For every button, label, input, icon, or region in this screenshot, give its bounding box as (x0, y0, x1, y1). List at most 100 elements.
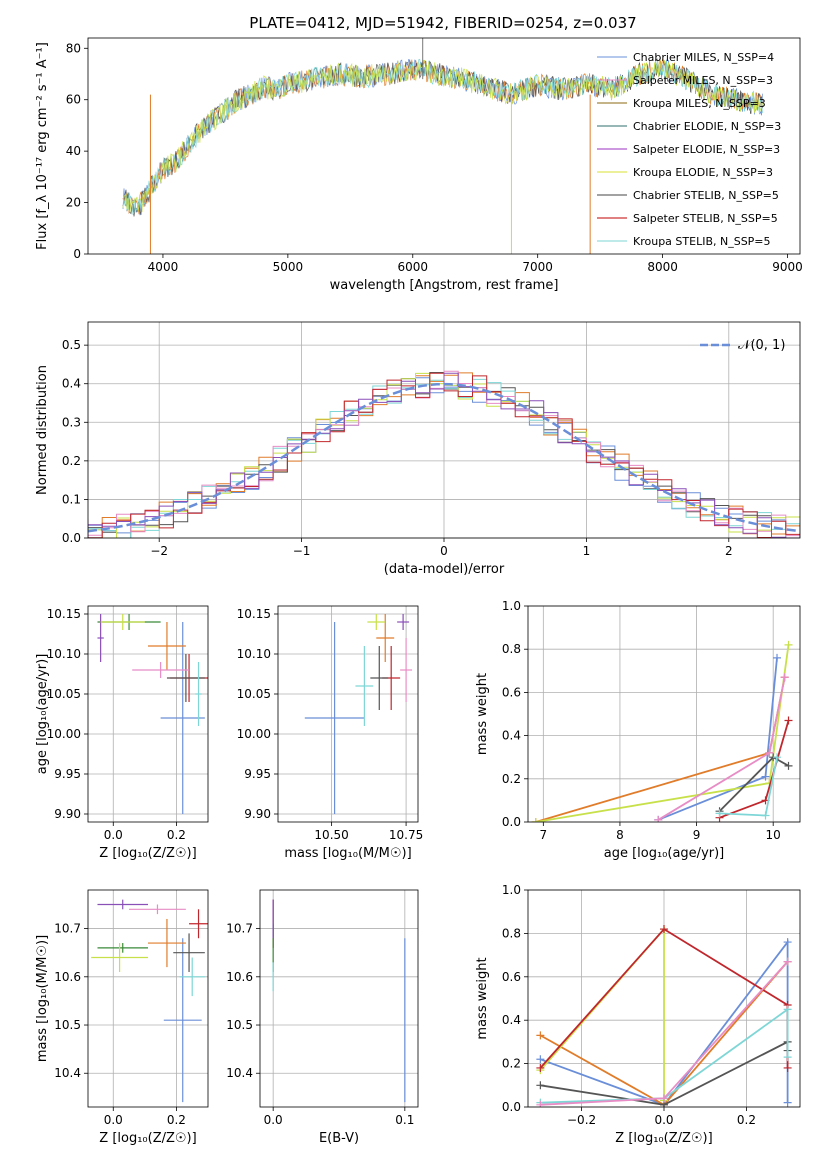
weight-marker (784, 716, 793, 725)
x-tick-label: 8 (616, 828, 624, 842)
axes-frame (87, 37, 801, 255)
y-tick-label: 0.8 (502, 642, 521, 656)
legend-label: Salpeter MILES, N_SSP=3 (633, 74, 773, 87)
x-axis-label: Z [log₁₀(Z/Z☉)] (615, 1131, 712, 1146)
y-axis-label: Normed distribution (35, 365, 50, 495)
axes-frame (527, 605, 801, 823)
panel-weight-vs-Z: −0.2 0.0 0.2 0.0 0.2 0.4 0.6 0.8 1.0 Z [log₁₀(Z/Z… (475, 883, 801, 1146)
x-tick-label: 9 (693, 828, 701, 842)
y-axis-label: mass weight (475, 673, 490, 755)
weight-marker (654, 815, 663, 822)
weight-marker (536, 1055, 545, 1064)
y-tick-label: 0.5 (62, 338, 81, 352)
x-tick-label: 10.75 (389, 828, 423, 842)
legend: Chabrier MILES, N_SSP=4 Salpeter MILES, N… (597, 51, 781, 248)
weight-marker (784, 761, 793, 770)
weight-marker (784, 640, 793, 649)
weight-marker (536, 1100, 545, 1107)
legend-label: Chabrier ELODIE, N_SSP=3 (633, 120, 781, 133)
x-tick-label: 1 (583, 544, 591, 558)
y-tick-label: 0.4 (62, 377, 81, 391)
panel-weight-vs-age: 7 8 9 10 0.0 0.2 0.4 0.6 0.8 1.0 age [log₁₀(age/yr… (475, 599, 801, 861)
axes-frame (87, 605, 209, 823)
spectrum-line (122, 58, 763, 215)
y-axis-label: age [log₁₀(age/yr)] (35, 654, 50, 775)
y-tick-label: 0.0 (502, 815, 521, 829)
weight-series (535, 644, 790, 822)
y-tick-label: 0.6 (502, 685, 521, 699)
y-tick-label: 9.90 (244, 807, 271, 821)
weight-series (719, 720, 790, 819)
weight-marker (783, 1053, 792, 1062)
y-tick-label: 10.00 (237, 727, 271, 741)
legend-label: 𝒩(0, 1) (738, 338, 785, 353)
legend-label: Kroupa STELIB, N_SSP=5 (633, 235, 771, 248)
weight-marker (773, 653, 782, 662)
y-tick-label: 0.6 (502, 970, 521, 984)
x-tick-label: 7 (540, 828, 548, 842)
weight-marker (715, 809, 724, 818)
x-tick-label: −0.2 (567, 1113, 596, 1127)
weight-marker (761, 811, 770, 820)
x-tick-label: 4000 (148, 260, 179, 274)
panel-age-vs-mass: 10.50 10.75 9.90 9.95 10.00 10.05 10.10 10.15 ma… (237, 605, 423, 861)
weight-marker (536, 1081, 545, 1090)
plot-area (122, 38, 763, 254)
plot-area (536, 925, 792, 1107)
legend-label: Chabrier STELIB, N_SSP=5 (633, 189, 779, 202)
weight-marker (780, 673, 789, 682)
y-tick-label: 10.5 (54, 1018, 81, 1032)
x-tick-label: 8000 (647, 260, 678, 274)
axes-frame (527, 889, 801, 1108)
y-tick-label: 10.05 (47, 687, 81, 701)
y-tick-label: 1.0 (502, 883, 521, 897)
y-tick-label: 9.90 (54, 807, 81, 821)
y-tick-label: 0.4 (502, 729, 521, 743)
plot-area (88, 370, 800, 538)
weight-marker (783, 1005, 792, 1014)
x-axis-label: E(B-V) (319, 1131, 359, 1146)
x-tick-label: 0.0 (654, 1113, 673, 1127)
y-tick-label: 10.6 (54, 970, 81, 984)
x-tick-label: 10 (766, 828, 781, 842)
y-tick-label: 10.00 (47, 727, 81, 741)
x-axis-label: Z [log₁₀(Z/Z☉)] (99, 1131, 196, 1146)
normal-curve (88, 382, 800, 533)
y-tick-label: 10.7 (226, 922, 253, 936)
weight-marker (783, 1063, 792, 1072)
y-axis-label: Flux [f_λ 10⁻¹⁷ erg cm⁻² s⁻¹ A⁻¹] (35, 42, 50, 250)
weight-series (539, 926, 665, 1101)
weight-marker (783, 1098, 792, 1107)
legend-label: Kroupa ELODIE, N_SSP=3 (633, 166, 773, 179)
axes-frame (259, 889, 419, 1108)
legend: 𝒩(0, 1) (700, 338, 785, 353)
panel-spectrum: 4000 5000 6000 7000 8000 9000 0 20 40 60 80 wavelen… (35, 37, 803, 293)
weight-marker (773, 753, 782, 762)
panel-age-vs-Z: 0.0 0.2 9.90 9.95 10.00 10.05 10.10 10.15 Z [log… (35, 605, 209, 861)
y-tick-label: 0.2 (502, 1057, 521, 1071)
x-tick-label: 9000 (772, 260, 803, 274)
y-tick-label: 10.4 (54, 1066, 81, 1080)
x-axis-label: mass [log₁₀(M/M☉)] (284, 846, 411, 861)
y-tick-label: 0.0 (62, 531, 81, 545)
x-tick-label: 0.2 (737, 1113, 756, 1127)
y-tick-label: 60 (66, 93, 81, 107)
weight-marker (531, 818, 540, 822)
x-tick-label: 10.50 (314, 828, 348, 842)
axes-frame (87, 889, 209, 1108)
weight-marker (761, 772, 770, 781)
y-tick-label: 1.0 (502, 599, 521, 613)
plot-area (97, 614, 208, 814)
x-tick-label: 0.0 (104, 828, 123, 842)
weight-series (657, 657, 778, 821)
y-tick-label: 0.0 (502, 1100, 521, 1114)
y-axis-label: mass [log₁₀(M/M☉)] (35, 935, 50, 1062)
weight-series (535, 677, 786, 822)
y-axis-label: mass weight (475, 957, 490, 1039)
x-axis-label: (data-model)/error (384, 562, 505, 577)
x-tick-label: 7000 (522, 260, 553, 274)
x-tick-label: 0.2 (167, 828, 186, 842)
x-axis-label: age [log₁₀(age/yr)] (604, 846, 725, 861)
y-tick-label: 10.5 (226, 1018, 253, 1032)
